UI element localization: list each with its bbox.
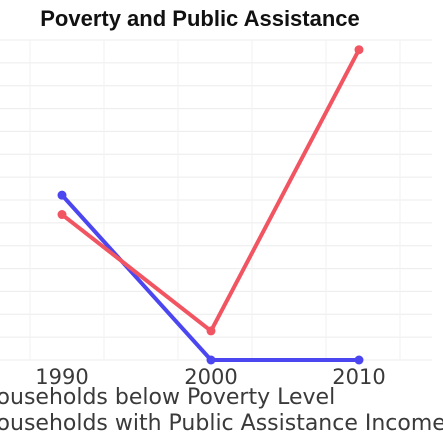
x-tick-label: 2000 (184, 365, 237, 389)
data-point[interactable] (354, 45, 364, 55)
x-tick-label: 1990 (35, 365, 88, 389)
data-point[interactable] (57, 210, 67, 220)
chart-title: Poverty and Public Assistance (40, 6, 360, 31)
x-tick-label: 2010 (332, 365, 385, 389)
series-line-0 (60, 47, 361, 333)
series-lines (57, 45, 364, 365)
data-point[interactable] (354, 355, 364, 365)
x-axis-ticks: 1990 2000 2010 (35, 365, 385, 389)
legend-item-poverty: Households below Poverty Level (0, 385, 336, 410)
data-point[interactable] (57, 190, 67, 200)
legend-item-public-assistance: Households with Public Assistance Income (0, 411, 443, 436)
data-point[interactable] (206, 326, 216, 336)
data-point[interactable] (206, 355, 216, 365)
